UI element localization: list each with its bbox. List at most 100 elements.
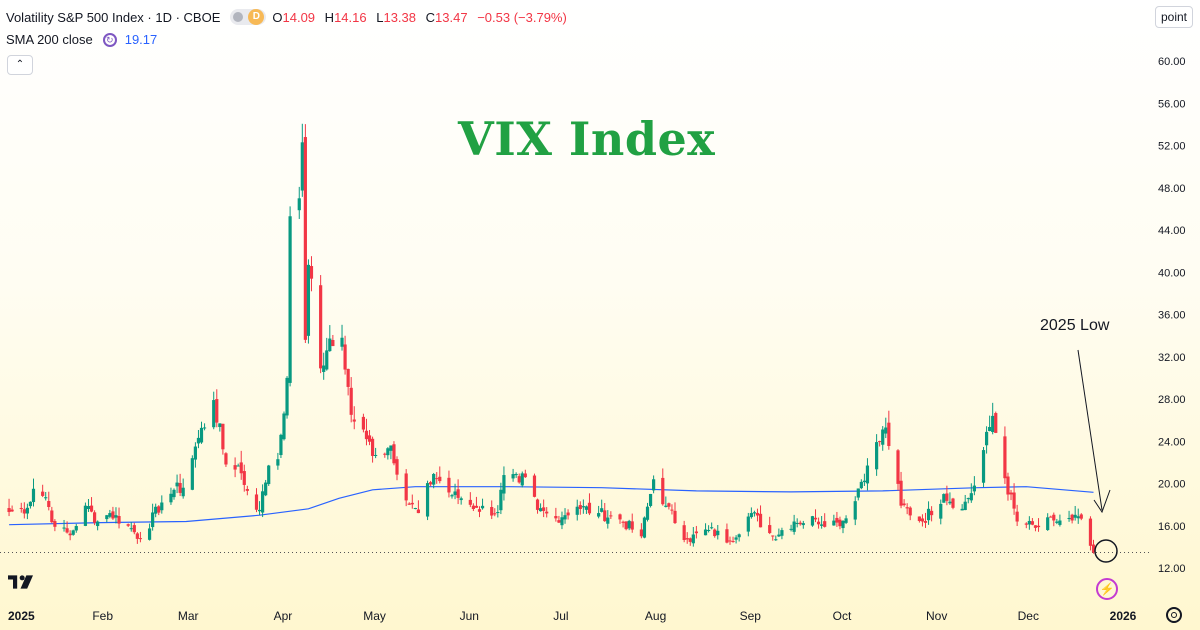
candle-body	[1067, 517, 1071, 519]
candle-body	[642, 517, 647, 538]
candle-body	[178, 482, 182, 493]
candle-body	[245, 488, 249, 491]
candle-body	[856, 488, 860, 498]
symbol-title[interactable]: Volatility S&P 500 Index · 1D · CBOE	[6, 9, 221, 25]
candle-body	[908, 507, 912, 516]
candle-body	[108, 513, 112, 517]
candle-body	[795, 522, 799, 524]
candle-body	[1024, 523, 1028, 525]
y-tick-label: 12.00	[1158, 563, 1186, 575]
y-tick-label: 44.00	[1158, 225, 1186, 237]
candle-body	[221, 423, 225, 450]
candle-body	[618, 514, 622, 520]
candle-body	[62, 527, 66, 529]
candle-body	[789, 528, 793, 530]
point-scale-button[interactable]: point	[1155, 6, 1193, 28]
candle-body	[862, 480, 866, 483]
candle-body	[392, 444, 396, 464]
candle-body	[600, 508, 604, 512]
candle-body	[542, 507, 546, 511]
candle-body	[630, 521, 634, 530]
candle-body	[969, 493, 973, 501]
sma-label[interactable]: SMA 200 close	[6, 32, 93, 47]
candle-body	[865, 465, 870, 484]
candle-body	[181, 487, 185, 497]
candle-body	[682, 525, 686, 540]
candle-body	[813, 517, 818, 520]
candle-body	[887, 422, 891, 447]
candle-body	[621, 521, 625, 523]
candle-body	[972, 485, 976, 492]
y-tick-label: 36.00	[1158, 310, 1186, 322]
candle-body	[801, 523, 805, 526]
candle-body	[114, 515, 118, 518]
candle-body	[74, 526, 78, 531]
toggle-dot-icon	[233, 12, 244, 22]
candle-body	[917, 516, 921, 521]
collapse-legend-button[interactable]: ⌃	[7, 55, 33, 75]
candle-body	[300, 142, 304, 191]
candle-body	[370, 438, 375, 456]
candle-body	[364, 430, 369, 440]
candle-body	[1015, 511, 1019, 522]
candle-body	[404, 473, 408, 501]
candle-body	[71, 530, 75, 535]
candle-body	[361, 416, 366, 430]
annotation-arrow-line	[1077, 349, 1103, 511]
delayed-data-badge: D	[248, 9, 265, 25]
data-mode-toggle[interactable]: D	[230, 9, 267, 25]
x-tick-label: Feb	[92, 609, 113, 623]
candle-body	[196, 437, 201, 444]
candle-body	[65, 528, 69, 533]
candle-body	[89, 505, 94, 512]
candle-body	[328, 338, 332, 352]
candle-body	[905, 507, 909, 509]
candle-body	[609, 515, 613, 517]
x-tick-label: Sep	[740, 609, 762, 623]
candle-body	[841, 520, 845, 529]
candle-body	[202, 427, 207, 429]
candle-body	[926, 508, 931, 521]
candle-body	[157, 506, 161, 513]
y-tick-label: 56.00	[1158, 98, 1186, 110]
candle-body	[331, 340, 335, 347]
candle-body	[502, 475, 506, 494]
candle-body	[111, 511, 115, 519]
candle-body	[557, 520, 561, 523]
candle-body	[325, 350, 329, 370]
candle-body	[151, 512, 155, 528]
candle-body	[560, 517, 564, 526]
gear-icon[interactable]	[1166, 607, 1182, 623]
candle-body	[44, 497, 48, 499]
candle-body	[639, 529, 643, 537]
candle-body	[853, 501, 857, 520]
high-value: 14.16	[334, 9, 367, 25]
candle-body	[1070, 514, 1074, 521]
candle-body	[1027, 520, 1031, 525]
candle-body	[129, 528, 133, 530]
ohlc-readout: O14.09 H14.16 L13.38 C13.47 −0.53 (−3.79…	[272, 10, 566, 25]
candle-body	[257, 509, 262, 512]
candle-body	[135, 533, 139, 539]
candle-body	[554, 516, 558, 519]
candle-body	[948, 501, 952, 504]
candle-body	[453, 491, 457, 496]
candle-body	[930, 510, 934, 516]
candle-body	[896, 450, 900, 484]
candle-body	[477, 509, 482, 512]
candle-body	[584, 506, 589, 510]
x-tick-label: Jun	[460, 609, 479, 623]
annotation-arrow-head	[1093, 489, 1111, 514]
sma-settings-icon[interactable]: ↻	[102, 32, 117, 47]
candle-body	[520, 473, 524, 486]
lightning-icon[interactable]: ⚡	[1096, 578, 1118, 600]
candle-body	[25, 507, 29, 514]
candle-body	[416, 509, 420, 514]
candle-body	[413, 508, 417, 510]
candle-body	[920, 518, 925, 522]
candle-body	[254, 494, 259, 510]
tradingview-logo-icon[interactable]	[8, 574, 38, 590]
y-tick-label: 16.00	[1158, 521, 1186, 533]
candle-body	[340, 337, 344, 347]
